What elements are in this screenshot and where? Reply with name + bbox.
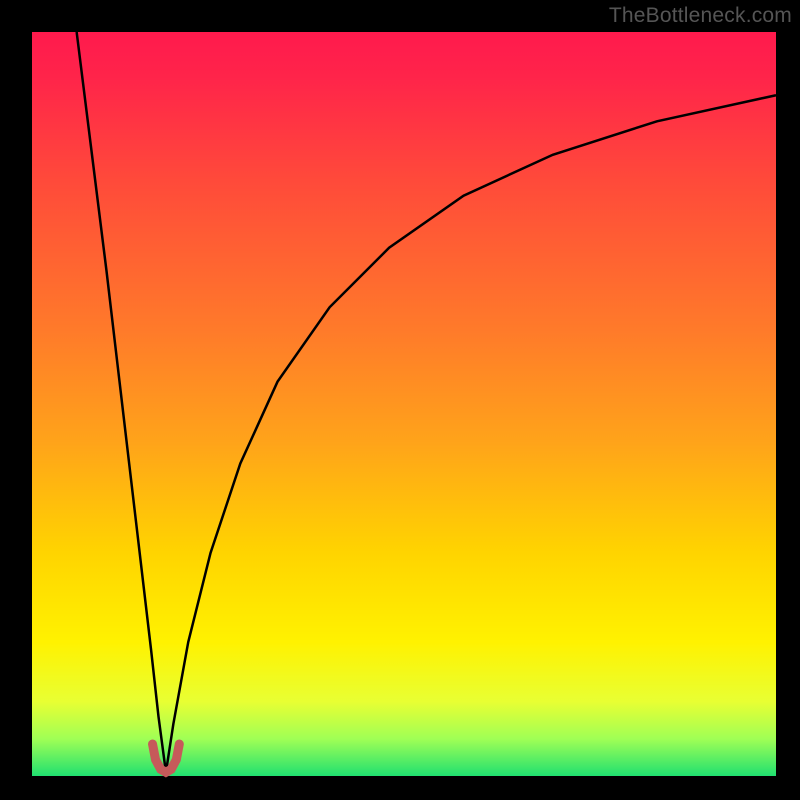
plot-background	[32, 32, 776, 776]
watermark-text: TheBottleneck.com	[609, 4, 792, 28]
bottleneck-curve-chart	[0, 0, 800, 800]
chart-container: TheBottleneck.com	[0, 0, 800, 800]
